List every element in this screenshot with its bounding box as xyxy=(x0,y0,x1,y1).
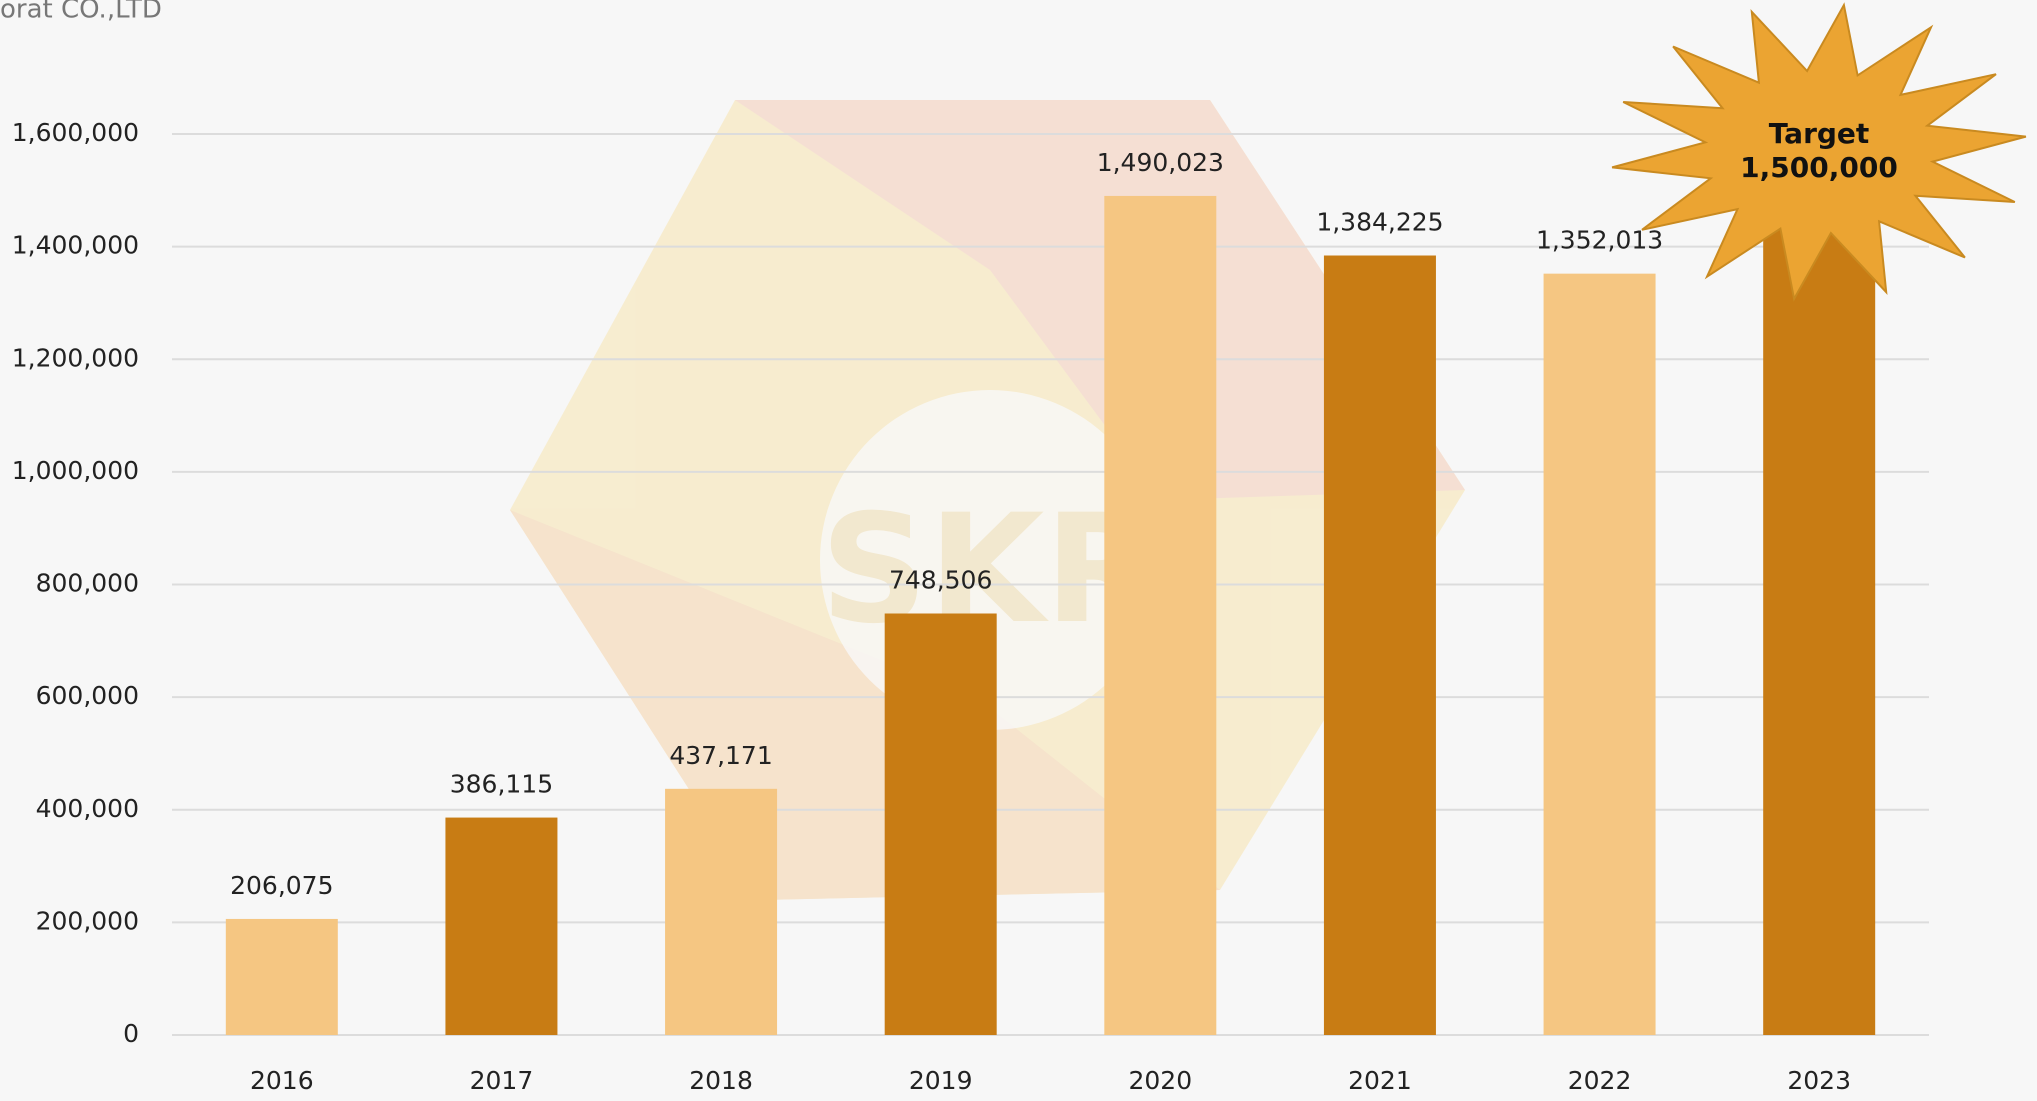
x-tick-label: 2016 xyxy=(250,1066,314,1095)
value-label: 437,171 xyxy=(669,741,772,770)
x-tick-label: 2023 xyxy=(1787,1066,1851,1095)
value-label: 386,115 xyxy=(450,770,553,799)
y-tick-label: 600,000 xyxy=(36,681,139,710)
bar xyxy=(665,789,777,1035)
value-label: 206,075 xyxy=(230,871,333,900)
x-tick-label: 2021 xyxy=(1348,1066,1412,1095)
bar xyxy=(226,919,338,1035)
y-tick-label: 1,600,000 xyxy=(12,118,139,147)
x-tick-label: 2020 xyxy=(1129,1066,1193,1095)
bar xyxy=(885,613,997,1035)
x-tick-label: 2018 xyxy=(689,1066,753,1095)
bar xyxy=(1544,274,1656,1035)
bar xyxy=(1324,256,1436,1035)
value-label: 1,490,023 xyxy=(1097,148,1224,177)
y-tick-label: 400,000 xyxy=(36,794,139,823)
y-tick-label: 200,000 xyxy=(36,906,139,935)
target-title: Target xyxy=(1769,117,1870,150)
page: orat CO.,LTD SKR 0200,000400,000600,0008… xyxy=(0,0,2037,1097)
y-tick-label: 1,400,000 xyxy=(12,231,139,260)
x-tick-label: 2022 xyxy=(1568,1066,1632,1095)
chart: orat CO.,LTD SKR 0200,000400,000600,0008… xyxy=(0,0,2037,1097)
bar xyxy=(1763,190,1875,1035)
x-tick-label: 2017 xyxy=(470,1066,534,1095)
y-tick-label: 800,000 xyxy=(36,569,139,598)
y-tick-label: 1,000,000 xyxy=(12,456,139,485)
bar xyxy=(445,818,557,1035)
target-value: 1,500,000 xyxy=(1740,151,1898,184)
y-tick-label: 0 xyxy=(123,1019,139,1048)
bar xyxy=(1104,196,1216,1035)
y-tick-label: 1,200,000 xyxy=(12,343,139,372)
value-label: 748,506 xyxy=(889,565,992,594)
x-tick-label: 2019 xyxy=(909,1066,973,1095)
value-label: 1,384,225 xyxy=(1316,208,1443,237)
company-name: orat CO.,LTD xyxy=(0,0,162,25)
